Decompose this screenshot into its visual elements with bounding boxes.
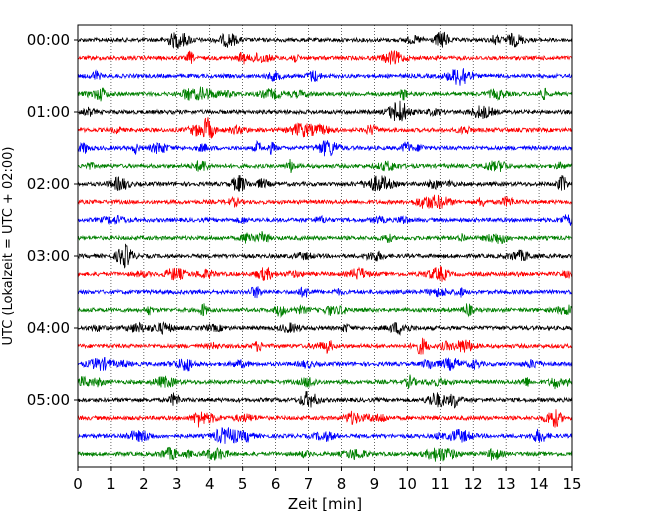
y-axis-ticks: 00:00 01:00 02:00 03:00 04:00 05:00 <box>27 31 78 409</box>
seismic-trace <box>77 374 573 390</box>
seismic-trace <box>77 68 573 86</box>
y-tick-label: 05:00 <box>27 391 70 409</box>
x-tick-label: 10 <box>398 475 417 493</box>
seismic-trace <box>77 337 573 355</box>
x-tick-label: 15 <box>562 475 581 493</box>
x-tick-label: 4 <box>205 475 215 493</box>
x-tick-label: 12 <box>464 475 483 493</box>
y-tick-label: 00:00 <box>27 31 70 49</box>
x-tick-label: 7 <box>304 475 314 493</box>
seismic-trace <box>77 194 573 210</box>
seismic-trace <box>77 243 573 269</box>
seismic-trace <box>77 139 573 157</box>
x-tick-label: 6 <box>271 475 281 493</box>
seismic-traces <box>77 31 573 462</box>
seismic-trace <box>77 427 573 444</box>
x-axis-title: Zeit [min] <box>288 495 362 513</box>
y-axis-title: UTC (Lokalzeit = UTC + 02:00) <box>1 147 16 346</box>
x-tick-label: 9 <box>370 475 380 493</box>
y-tick-label: 04:00 <box>27 319 70 337</box>
x-tick-label: 2 <box>139 475 149 493</box>
plot-frame <box>77 24 573 468</box>
seismic-trace <box>77 390 573 409</box>
seismic-trace <box>77 320 573 336</box>
x-tick-label: 11 <box>431 475 450 493</box>
seismic-trace <box>77 174 573 192</box>
x-tick-label: 1 <box>106 475 116 493</box>
seismic-trace <box>77 158 573 174</box>
seismic-trace <box>77 266 573 282</box>
seismic-trace <box>77 50 573 65</box>
seismic-trace <box>77 117 573 139</box>
seismic-trace <box>77 31 573 49</box>
y-tick-label: 02:00 <box>27 175 70 193</box>
seismic-trace <box>77 303 573 318</box>
seismic-trace <box>77 356 573 372</box>
seismic-trace <box>77 86 573 102</box>
seismic-trace <box>77 100 573 122</box>
x-tick-label: 13 <box>497 475 516 493</box>
seismic-trace <box>77 446 573 462</box>
seismic-trace <box>77 409 573 428</box>
x-axis-ticks: 0 1 2 3 4 5 6 7 8 9 10 11 12 13 14 15 <box>73 467 582 493</box>
x-tick-label: 3 <box>172 475 182 493</box>
y-tick-label: 03:00 <box>27 247 70 265</box>
seismic-trace <box>77 231 573 245</box>
x-tick-label: 14 <box>530 475 549 493</box>
x-tick-label: 8 <box>337 475 347 493</box>
seismic-trace <box>77 286 573 299</box>
y-tick-label: 01:00 <box>27 103 70 121</box>
x-tick-label: 5 <box>238 475 248 493</box>
x-tick-label: 0 <box>73 475 83 493</box>
seismic-trace <box>77 214 573 226</box>
